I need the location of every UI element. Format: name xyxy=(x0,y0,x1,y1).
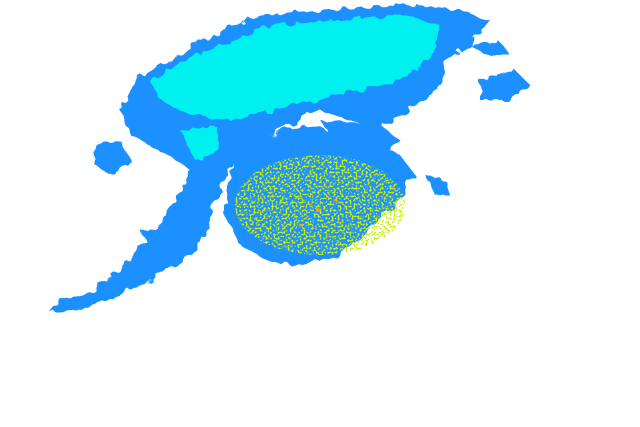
heavy-echo-speckle xyxy=(235,155,405,255)
strong-echo-region xyxy=(150,15,440,160)
peak-echo-cells xyxy=(298,198,337,227)
